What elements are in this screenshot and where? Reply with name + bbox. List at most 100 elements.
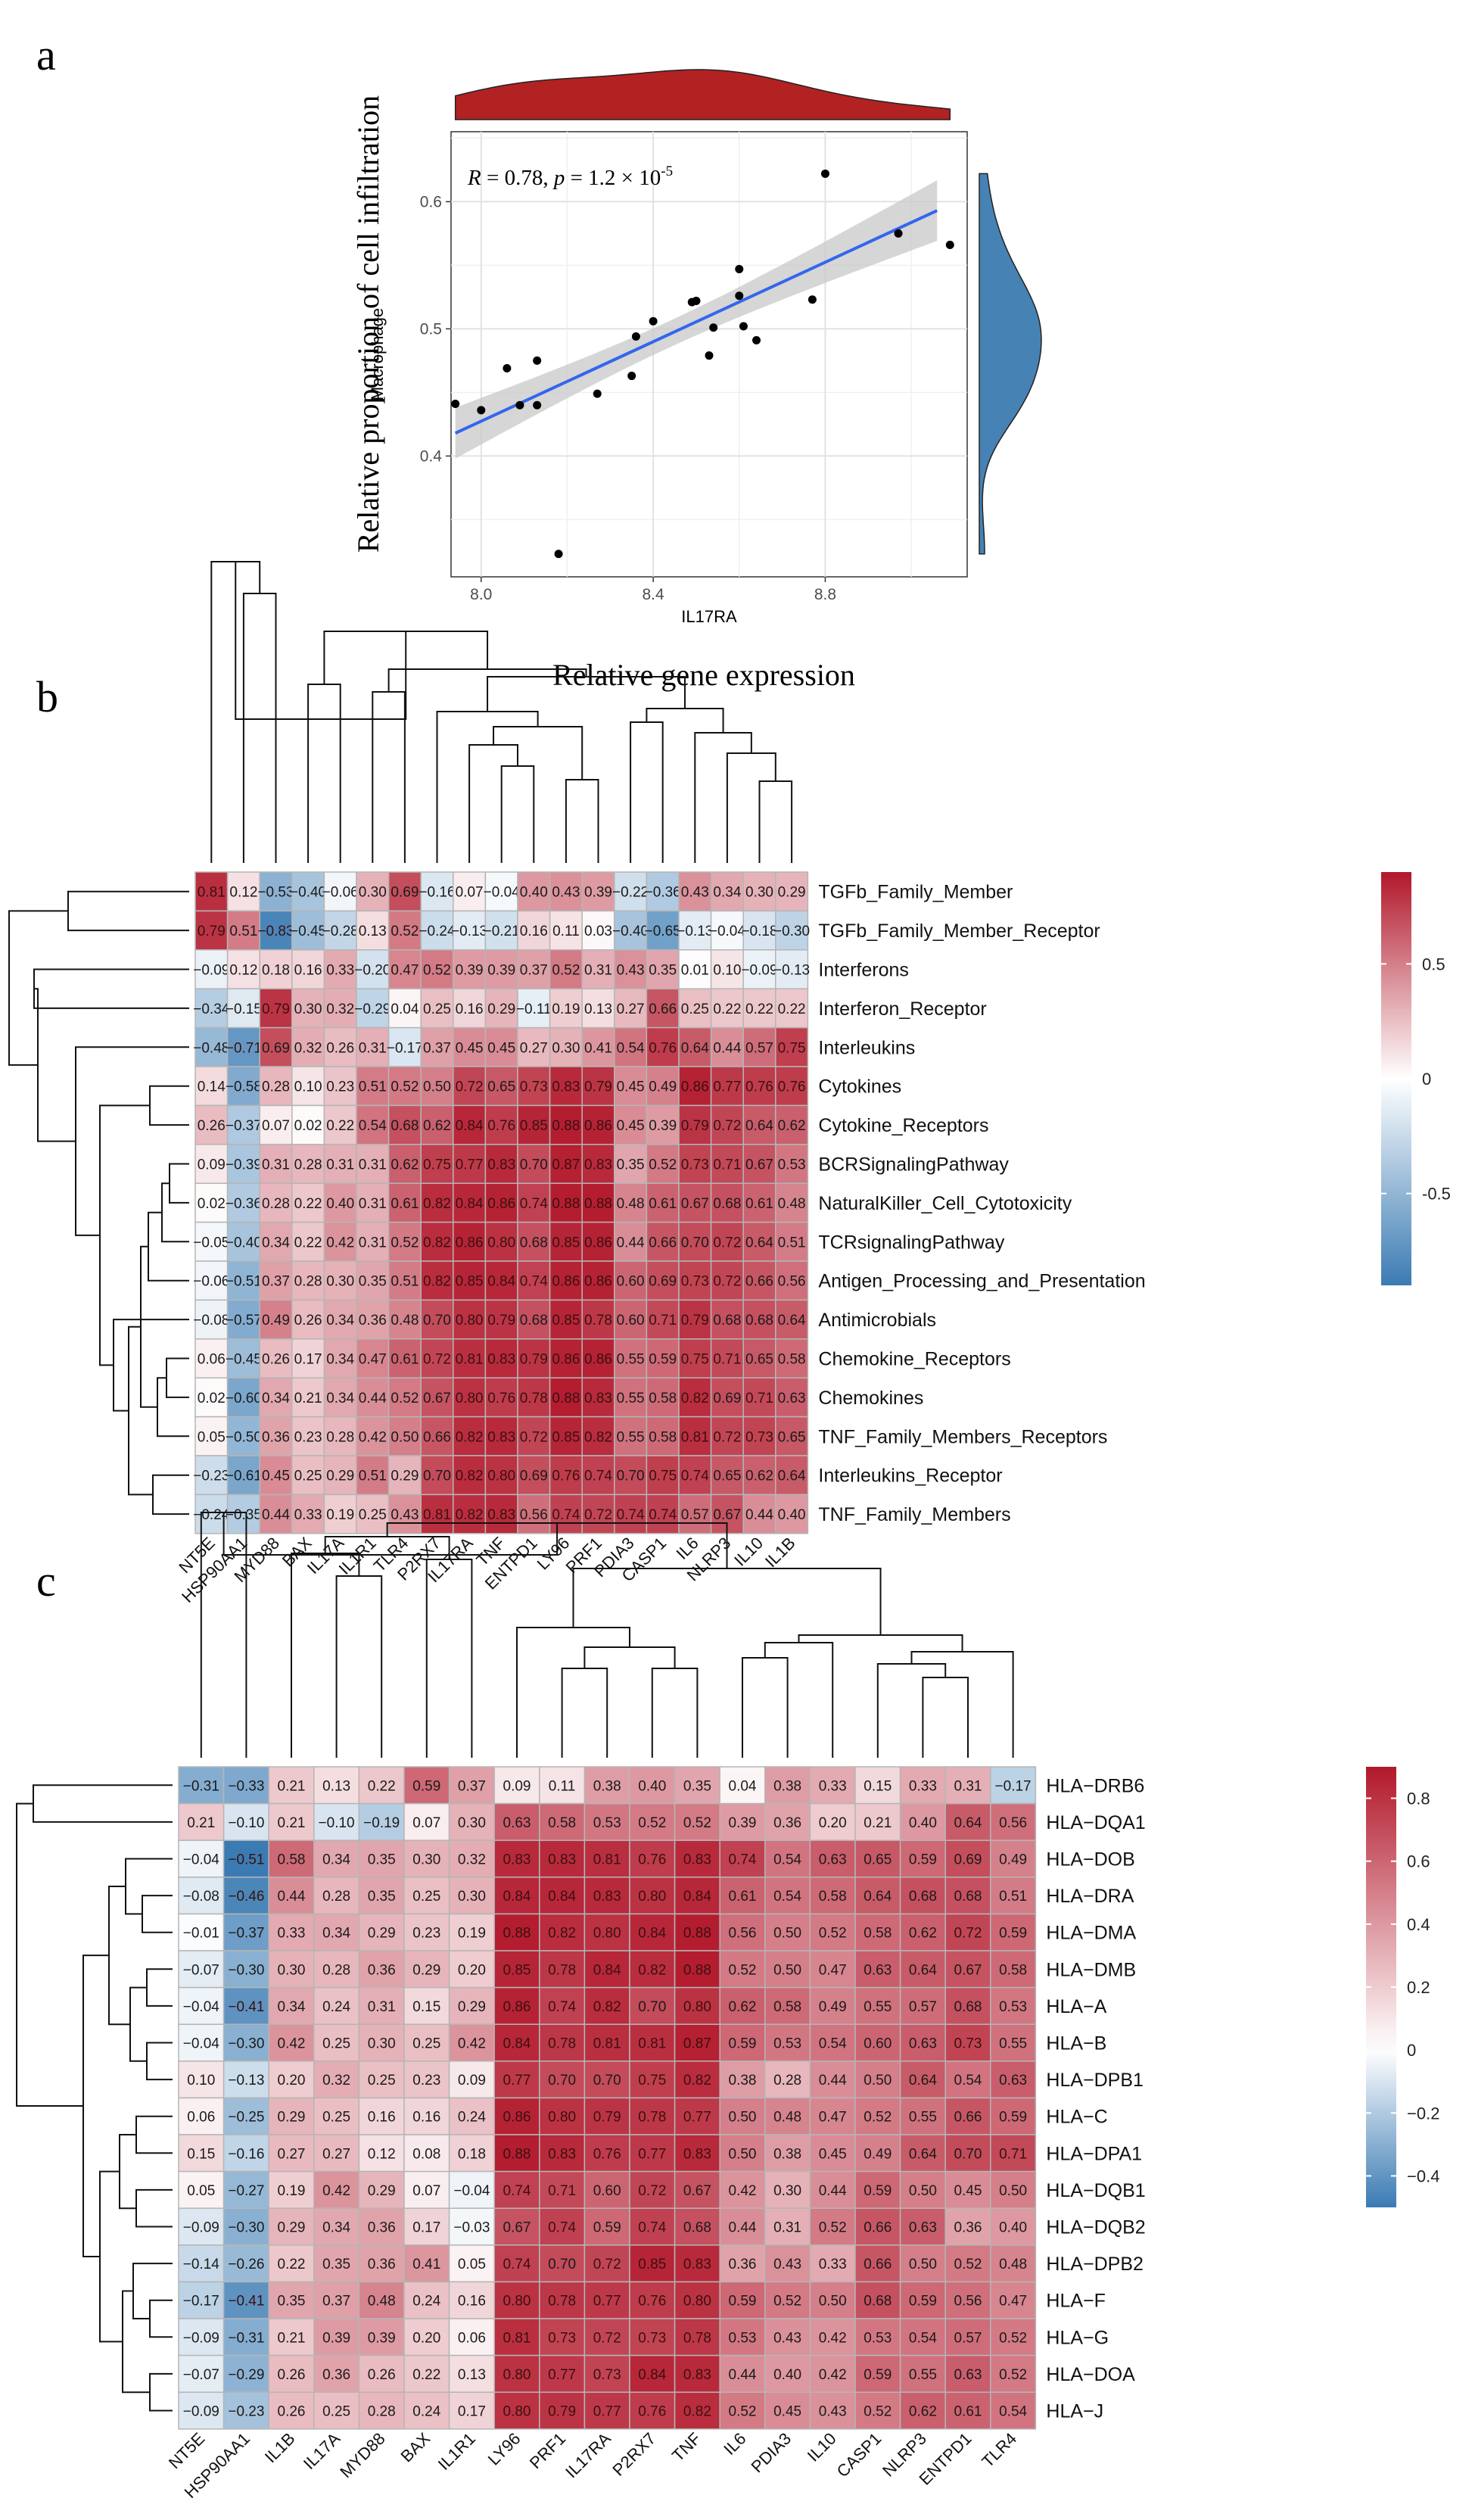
row-label: Interferons (818, 960, 909, 981)
cell-value-label: 0.42 (819, 2330, 847, 2346)
heatmap-cell (742, 1026, 776, 1067)
heatmap-cell (719, 1913, 766, 1952)
heatmap-cell (674, 2281, 720, 2319)
cell-value-label: 0.36 (322, 2367, 350, 2383)
cell-value-label: 0.13 (584, 1001, 612, 1017)
cell-value-label: 0.56 (520, 1507, 548, 1523)
cell-value-label: −0.13 (451, 924, 487, 939)
cell-value-label: 0.77 (593, 2404, 621, 2420)
cell-value-label: 0.31 (359, 1040, 387, 1056)
cell-value-label: 0.55 (617, 1352, 645, 1368)
cell-value-label: 0.10 (187, 2073, 215, 2089)
heatmap-cell (809, 1913, 856, 1952)
cell-value-label: −0.04 (453, 2183, 490, 2199)
cell-value-label: −0.31 (228, 2330, 264, 2346)
heatmap-cell (313, 1986, 360, 2025)
heatmap-cell (854, 2134, 901, 2173)
cell-value-label: 0.81 (638, 2036, 666, 2052)
data-point (515, 400, 524, 410)
cell-value-label: 0.58 (548, 1815, 576, 1831)
heatmap-cell (323, 1104, 357, 1145)
heatmap-cell (899, 1877, 946, 1915)
cell-value-label: 0.45 (456, 1040, 484, 1056)
cell-value-label: 0.74 (617, 1507, 645, 1523)
column-dendrogram-link (910, 1651, 1014, 1758)
cell-value-label: −0.83 (257, 924, 294, 939)
heatmap-cell (403, 1766, 450, 1805)
heatmap-cell (674, 2023, 720, 2062)
cell-value-label: 0.25 (322, 2110, 350, 2126)
row-label: TNF_Family_Members (818, 1504, 1010, 1525)
cell-value-label: 0.83 (552, 1079, 580, 1095)
cell-value-label: 0.22 (326, 1118, 354, 1134)
column-label: MYD88 (336, 2429, 389, 2482)
heatmap-cell (493, 2061, 540, 2099)
cell-value-label: 0.23 (412, 2073, 440, 2089)
heatmap-cell (581, 1104, 615, 1145)
heatmap-cell (581, 1494, 615, 1534)
heatmap-cell (581, 1338, 615, 1378)
data-point (808, 295, 817, 304)
heatmap-cell (493, 2170, 540, 2209)
heatmap-cell (742, 1260, 776, 1301)
row-label: Chemokine_Receptors (818, 1349, 1010, 1370)
heatmap-cell (194, 1455, 229, 1496)
cell-value-label: −0.05 (193, 1235, 229, 1251)
data-point (739, 322, 748, 331)
cell-value-label: 0.75 (778, 1040, 806, 1056)
cell-value-label: 0.22 (278, 2257, 306, 2272)
cell-value-label: −0.04 (183, 1999, 220, 2015)
cell-value-label: 0.14 (198, 1079, 226, 1095)
cell-value-label: 0.78 (548, 2294, 576, 2310)
cell-value-label: 0.66 (745, 1274, 773, 1290)
column-dendrogram-link (222, 1512, 559, 1556)
heatmap-cell (403, 2170, 450, 2209)
cell-value-label: 0.60 (617, 1274, 645, 1290)
cell-value-label: 0.07 (456, 885, 484, 901)
cell-value-label: 0.63 (909, 2220, 937, 2236)
heatmap-cell (764, 2097, 811, 2135)
cell-value-label: 0.36 (729, 2257, 757, 2272)
column-dendrogram-link (561, 1668, 608, 1758)
cell-value-label: 0.55 (864, 1999, 892, 2015)
cell-value-label: 0.75 (681, 1352, 709, 1368)
cell-value-label: −0.16 (419, 885, 455, 901)
heatmap-cell (539, 1913, 586, 1952)
cell-value-label: −0.41 (228, 2294, 264, 2310)
cell-value-label: 0.51 (999, 1889, 1027, 1905)
cell-value-label: −0.07 (183, 2367, 219, 2383)
cell-value-label: 0.67 (503, 2220, 531, 2236)
cell-value-label: −0.19 (363, 1815, 400, 1831)
column-label: TNF (668, 2429, 705, 2465)
heatmap-cell (448, 1913, 495, 1952)
column-dendrogram-link (307, 684, 341, 863)
cell-value-label: 0.82 (423, 1196, 451, 1212)
column-label: IL17RA (562, 2428, 615, 2481)
cell-value-label: 0.68 (954, 1889, 982, 1905)
heatmap-cell (646, 1026, 680, 1067)
cell-value-label: 0.08 (412, 2146, 440, 2162)
heatmap-cell (539, 2023, 586, 2062)
cell-value-label: −0.37 (228, 1926, 264, 1942)
column-dendrogram-link (425, 1559, 473, 1758)
column-label: IL10 (804, 2429, 840, 2465)
cell-value-label: 0.74 (548, 1999, 576, 2015)
heatmap-cell (259, 949, 293, 989)
cell-value-label: 0.84 (638, 1926, 666, 1942)
cell-value-label: 0.77 (593, 2294, 621, 2310)
heatmap-cell (990, 2061, 1037, 2099)
cell-value-label: 0.48 (999, 2257, 1027, 2272)
heatmap-cell (990, 2244, 1037, 2283)
cell-value-label: −0.01 (183, 1926, 219, 1942)
heatmap-cell (678, 1026, 712, 1067)
heatmap-cell (899, 1766, 946, 1805)
heatmap-cell (646, 1260, 680, 1301)
row-label: HLA−DMB (1046, 1959, 1136, 1980)
legend-tick-label: 0.8 (1407, 1790, 1430, 1808)
row-label: HLA−DRA (1046, 1886, 1134, 1907)
scatter-plot-area: 8.0 8.4 8.8 0.4 0.5 0.6 (420, 131, 968, 603)
y-axis-label: Macrophage (368, 308, 387, 400)
cell-value-label: −0.50 (226, 1429, 262, 1445)
heatmap-cell (222, 2061, 269, 2099)
